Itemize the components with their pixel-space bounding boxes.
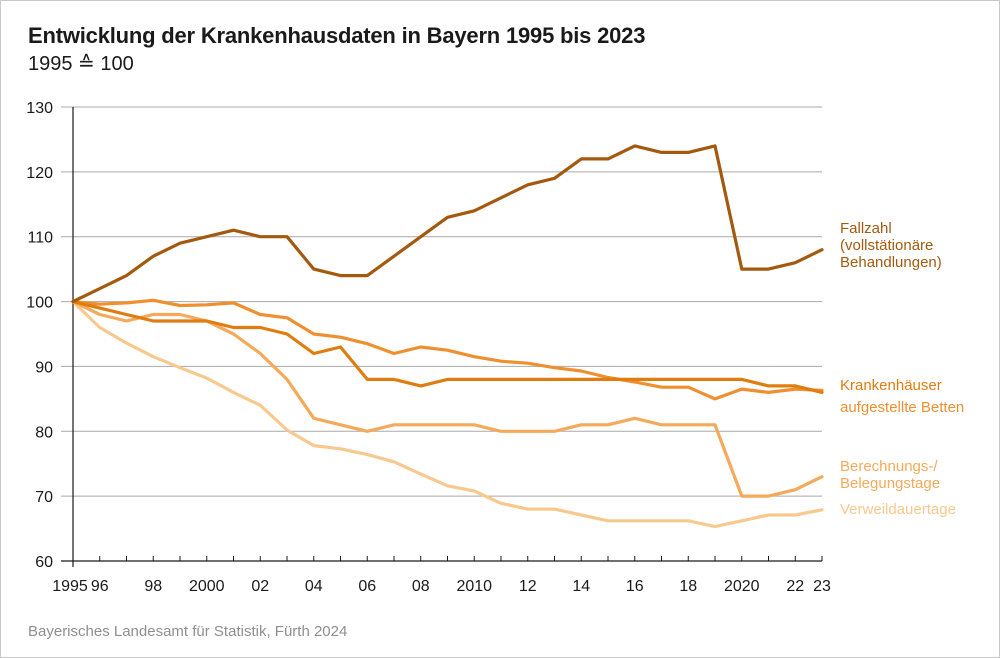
series-label-fallzahl-2: Behandlungen) [840,254,942,271]
series-label-krankenhaeuser-0: Krankenhäuser [840,377,942,394]
x-tick-label-2022: 22 [786,578,804,595]
x-tick-label-2004: 04 [305,578,323,595]
series-label-fallzahl-0: Fallzahl [840,220,892,237]
series-label-betten-0: aufgestellte Betten [840,399,964,416]
series-line-verweildauertage [71,300,824,529]
axes [61,107,823,567]
series-line-betten [71,298,824,401]
series-label-fallzahl-1: (vollstätionäre [840,237,933,254]
grid-lines [61,106,822,497]
y-tick-label-120: 120 [26,165,53,182]
x-tick-label-2014: 14 [572,578,590,595]
y-tick-label-80: 80 [35,424,53,441]
x-tick-label-2016: 16 [626,578,644,595]
x-tick-label-1995: 1995 [52,578,88,595]
series-label-berechnungstage-1: Belegungstage [840,475,940,492]
y-tick-label-90: 90 [35,359,53,376]
series-label-berechnungstage-0: Berechnungs-/ [840,458,938,475]
x-tick-label-2000: 2000 [189,578,225,595]
y-tick-label-110: 110 [27,230,53,247]
x-tick-label-1996: 96 [91,578,109,595]
x-tick-label-2020: 2020 [724,578,760,595]
y-axis-tick-labels: 60 70 80 90 100 110 120 130 [26,100,53,571]
chart-subtitle: 1995 ≙ 100 [28,53,134,75]
y-tick-label-70: 70 [35,489,53,506]
series-lines [71,144,824,529]
y-tick-label-130: 130 [26,100,53,117]
line-chart: 60 70 80 90 100 110 120 130 1995 96 98 2000 02 04 06 0… [26,100,964,595]
x-tick-label-2008: 08 [412,578,430,595]
series-line-krankenhaeuser [71,300,824,394]
series-label-verweildauertage-0: Verweildauertage [840,501,956,518]
x-tick-label-2002: 02 [251,578,269,595]
source-note: Bayerisches Landesamt für Statistik, Für… [28,623,348,640]
series-line-berechnungstage [71,300,824,498]
x-tick-label-2012: 12 [519,578,537,595]
chart-title: Entwicklung der Krankenhausdaten in Baye… [28,23,646,48]
y-tick-label-100: 100 [26,295,53,312]
x-tick-label-2006: 06 [358,578,376,595]
x-tick-label-1998: 98 [144,578,162,595]
x-tick-label-2023: 23 [813,578,831,595]
y-tick-label-60: 60 [35,554,53,571]
series-line-fallzahl [71,144,824,304]
x-tick-label-2018: 18 [679,578,697,595]
x-tick-label-2010: 2010 [456,578,492,595]
x-axis-tick-labels: 1995 96 98 2000 02 04 06 08 2010 12 14 16 18 2020 22 23 [52,578,831,595]
